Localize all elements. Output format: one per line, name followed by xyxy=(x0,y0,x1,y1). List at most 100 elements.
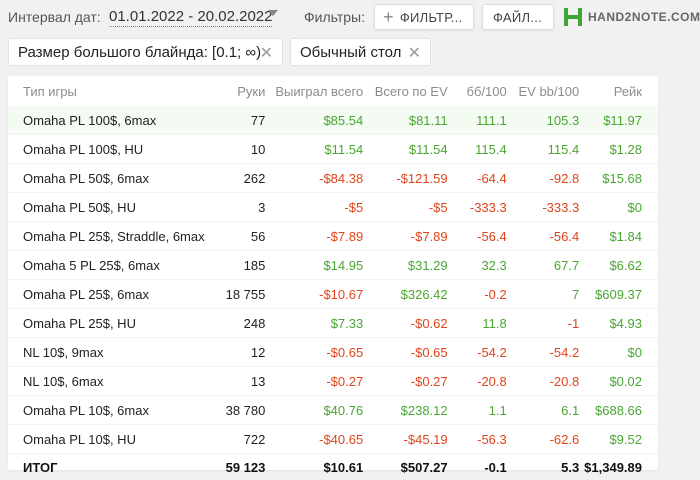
cell-ev-bb100: -20.8 xyxy=(506,366,580,396)
cell-rake: $1.28 xyxy=(579,134,658,164)
cell-bb100: -20.8 xyxy=(447,366,507,396)
cell-rake: $0 xyxy=(579,337,658,367)
cell-ev-total: -$121.59 xyxy=(363,163,448,193)
cell-game-type: Omaha PL 10$, 6max xyxy=(8,395,222,425)
cell-game-type: Omaha PL 100$, 6max xyxy=(8,106,222,135)
cell-won-total: $7.33 xyxy=(265,308,364,338)
table-row[interactable]: Omaha PL 50$, HU 3 -$5 -$5 -333.3 -333.3 $0 xyxy=(8,192,658,222)
table-row[interactable]: NL 10$, 6max 13 -$0.27 -$0.27 -20.8 -20.8 $0.0… xyxy=(8,366,658,396)
table-row[interactable]: Omaha PL 100$, HU 10 $11.54 $11.54 115.4 115.… xyxy=(8,134,658,164)
chevron-down-icon xyxy=(268,10,278,16)
cell-ev-bb100: -56.4 xyxy=(506,221,580,251)
cell-hands: 262 xyxy=(221,163,266,193)
cell-rake: $688.66 xyxy=(579,395,658,425)
table-row[interactable]: Omaha PL 25$, HU 248 $7.33 -$0.62 11.8 -1 $4.9… xyxy=(8,308,658,338)
cell-game-type: Omaha PL 25$, HU xyxy=(8,308,222,338)
cell-ev-bb100: 67.7 xyxy=(506,250,580,280)
cell-ev-total: $11.54 xyxy=(363,134,448,164)
cell-ev-total: $326.42 xyxy=(363,279,448,309)
cell-hands: 185 xyxy=(221,250,266,280)
cell-ev-bb100: 105.3 xyxy=(506,106,580,135)
cell-bb100: 115.4 xyxy=(447,134,507,164)
cell-ev-bb100: -92.8 xyxy=(506,163,580,193)
cell-ev-total: $81.11 xyxy=(363,106,448,135)
cell-bb100: -0.1 xyxy=(484,459,507,475)
filter-chip-big-blind[interactable]: Размер большого блайнда: [0.1; ∞) ✕ xyxy=(8,38,283,66)
cell-won-total: $85.54 xyxy=(265,106,364,135)
cell-game-type: Omaha PL 50$, 6max xyxy=(8,163,222,193)
cell-ev-bb100: -54.2 xyxy=(506,337,580,367)
cell-ev-total: $238.12 xyxy=(363,395,448,425)
column-header-game-type[interactable]: Тип игры xyxy=(23,83,77,99)
cell-bb100: -0.2 xyxy=(447,279,507,309)
cell-ev-total: -$5 xyxy=(363,192,448,222)
date-range-selector[interactable]: 01.01.2022 - 20.02.2022 xyxy=(109,8,273,27)
cell-won-total: -$5 xyxy=(265,192,364,222)
cell-won-total: -$0.65 xyxy=(265,337,364,367)
cell-bb100: -333.3 xyxy=(447,192,507,222)
column-header-hands[interactable]: Руки xyxy=(237,83,266,99)
close-icon[interactable]: ✕ xyxy=(407,45,421,62)
table-total-row[interactable]: ИТОГ 59 123 $10.61 $507.27 -0.1 5.3 $1,349.89 xyxy=(8,454,658,480)
column-header-ev-total[interactable]: Всего по EV xyxy=(374,83,448,99)
cell-won-total: $11.54 xyxy=(265,134,364,164)
cell-game-type: Omaha PL 100$, HU xyxy=(8,134,222,164)
table-row[interactable]: Omaha PL 25$, 6max 18 755 -$10.67 $326.42 -0… xyxy=(8,279,658,309)
cell-won-total: -$10.67 xyxy=(265,279,364,309)
cell-hands: 59 123 xyxy=(225,459,266,475)
table-row[interactable]: Omaha PL 100$, 6max 77 $85.54 $81.11 111.1 10… xyxy=(8,106,658,135)
add-filter-label: ФИЛЬТР... xyxy=(399,9,463,25)
table-row[interactable]: Omaha PL 25$, Straddle, 6max 56 -$7.89 -$7.… xyxy=(8,221,658,251)
cell-game-type: Omaha PL 50$, HU xyxy=(8,192,222,222)
toolbar: Интервал дат: 01.01.2022 - 20.02.2022 Фи… xyxy=(0,0,700,36)
hand2note-logo: HAND2NOTE.COM xyxy=(562,5,700,29)
cell-bb100: -56.4 xyxy=(447,221,507,251)
stats-table: Тип игры Руки Выиграл всего Всего по EV … xyxy=(8,76,658,480)
cell-game-type: NL 10$, 9max xyxy=(8,337,222,367)
date-range-dropdown[interactable] xyxy=(262,6,284,24)
cell-ev-total: $507.27 xyxy=(400,459,448,475)
cell-ev-bb100: -62.6 xyxy=(506,424,580,454)
column-header-won-total[interactable]: Выиграл всего xyxy=(275,83,364,99)
cell-game-type: Omaha 5 PL 25$, 6max xyxy=(8,250,222,280)
cell-rake: $4.93 xyxy=(579,308,658,338)
cell-won-total: -$40.65 xyxy=(265,424,364,454)
cell-won-total: $10.61 xyxy=(323,459,364,475)
cell-game-type: NL 10$, 6max xyxy=(8,366,222,396)
cell-game-type: Omaha PL 25$, 6max xyxy=(8,279,222,309)
cell-won-total: -$84.38 xyxy=(265,163,364,193)
filter-chip-table-type[interactable]: Обычный стол ✕ xyxy=(290,38,431,66)
cell-won-total: $14.95 xyxy=(265,250,364,280)
cell-ev-total: -$0.62 xyxy=(363,308,448,338)
column-header-bb100[interactable]: бб/100 xyxy=(466,83,507,99)
filters-label: Фильтры: xyxy=(304,9,365,25)
cell-bb100: -56.3 xyxy=(447,424,507,454)
cell-bb100: 32.3 xyxy=(447,250,507,280)
hand2note-logo-icon xyxy=(564,8,582,26)
cell-bb100: -64.4 xyxy=(447,163,507,193)
cell-rake: $0.02 xyxy=(579,366,658,396)
stats-table-card: Тип игры Руки Выиграл всего Всего по EV … xyxy=(8,76,658,475)
cell-hands: 56 xyxy=(221,221,266,251)
cell-bb100: 111.1 xyxy=(447,106,507,135)
cell-ev-bb100: 6.1 xyxy=(506,395,580,425)
table-row[interactable]: NL 10$, 9max 12 -$0.65 -$0.65 -54.2 -54.2 $0 xyxy=(8,337,658,367)
table-row[interactable]: Omaha 5 PL 25$, 6max 185 $14.95 $31.29 32.3 6… xyxy=(8,250,658,280)
cell-ev-total: -$0.27 xyxy=(363,366,448,396)
table-row[interactable]: Omaha PL 50$, 6max 262 -$84.38 -$121.59 -64.… xyxy=(8,163,658,193)
table-row[interactable]: Omaha PL 10$, 6max 38 780 $40.76 $238.12 1.1… xyxy=(8,395,658,425)
logo-text: HAND2NOTE.COM xyxy=(588,10,700,24)
table-row[interactable]: Omaha PL 10$, HU 722 -$40.65 -$45.19 -56.3 -6… xyxy=(8,424,658,454)
files-button[interactable]: ФАЙЛ... xyxy=(482,4,554,30)
close-icon[interactable]: ✕ xyxy=(259,45,273,62)
column-header-ev-bb100[interactable]: EV bb/100 xyxy=(518,83,580,99)
cell-bb100: 11.8 xyxy=(447,308,507,338)
cell-hands: 77 xyxy=(221,106,266,135)
cell-game-type: Omaha PL 10$, HU xyxy=(8,424,222,454)
cell-game-type: ИТОГ xyxy=(23,459,58,475)
cell-ev-bb100: 115.4 xyxy=(506,134,580,164)
add-filter-button[interactable]: + ФИЛЬТР... xyxy=(374,4,474,30)
cell-hands: 38 780 xyxy=(221,395,266,425)
cell-rake: $11.97 xyxy=(579,106,658,135)
column-header-rake[interactable]: Рейк xyxy=(613,83,642,99)
